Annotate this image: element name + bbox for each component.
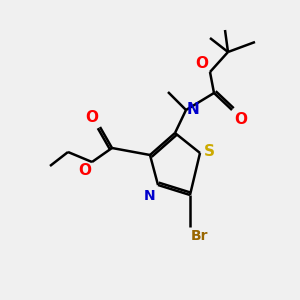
Text: N: N (187, 103, 200, 118)
Text: O: O (195, 56, 208, 71)
Text: S: S (204, 143, 215, 158)
Text: O: O (78, 163, 91, 178)
Text: N: N (143, 189, 155, 203)
Text: O: O (234, 112, 247, 127)
Text: Br: Br (191, 229, 208, 243)
Text: O: O (85, 110, 98, 125)
